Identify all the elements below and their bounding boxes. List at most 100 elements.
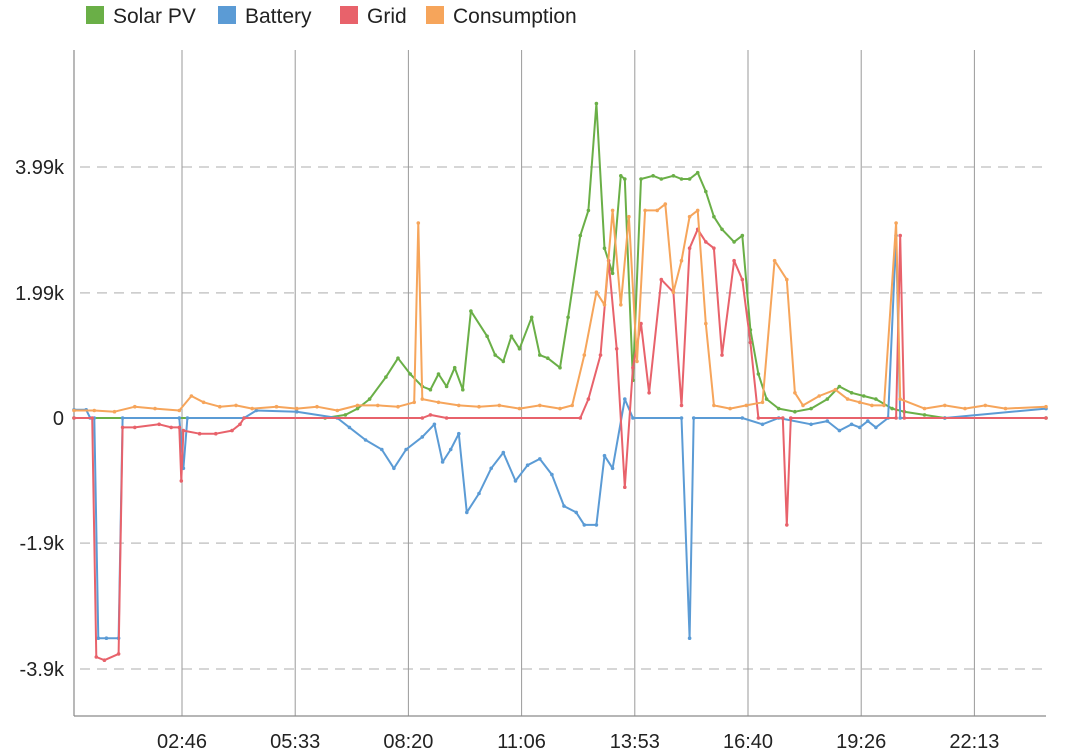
data-point-grid <box>238 422 242 427</box>
data-point-consumption <box>1044 404 1048 409</box>
legend-swatch <box>426 6 444 24</box>
legend-label: Consumption <box>453 5 577 28</box>
data-point-consumption <box>396 404 400 409</box>
legend-item-consumption: Consumption <box>426 5 577 28</box>
data-point-battery <box>465 510 469 515</box>
data-point-consumption <box>635 359 639 364</box>
data-point-consumption <box>728 406 732 411</box>
data-point-battery <box>96 636 101 640</box>
data-point-consumption <box>671 290 676 295</box>
data-point-consumption <box>189 394 194 398</box>
data-point-consumption <box>772 258 777 263</box>
data-point-solar-pv <box>732 240 736 244</box>
data-point-consumption <box>894 221 898 225</box>
data-point-grid <box>94 655 99 659</box>
series-line-grid <box>74 228 1046 662</box>
data-point-grid <box>631 365 635 370</box>
data-point-solar-pv <box>578 233 583 238</box>
data-point-grid <box>586 397 591 401</box>
data-point-grid <box>420 416 425 420</box>
data-point-battery <box>525 463 530 468</box>
data-point-solar-pv <box>825 397 830 401</box>
data-point-consumption <box>72 408 76 413</box>
y-tick-label: 0 <box>53 408 64 430</box>
data-point-consumption <box>963 406 967 411</box>
data-point-battery <box>594 523 599 527</box>
data-point-consumption <box>250 406 254 411</box>
data-point-grid <box>598 353 603 357</box>
data-point-grid <box>214 431 218 436</box>
data-point-solar-pv <box>776 406 781 411</box>
data-point-solar-pv <box>704 189 708 194</box>
data-point-consumption <box>845 397 850 401</box>
data-point-consumption <box>594 290 599 295</box>
data-point-battery <box>404 447 408 452</box>
data-point-solar-pv <box>687 177 692 181</box>
data-point-battery <box>420 435 425 439</box>
data-point-consumption <box>420 397 425 401</box>
data-point-battery <box>477 491 481 496</box>
y-tick-label: 1.99k <box>15 283 65 305</box>
data-point-consumption <box>679 258 684 263</box>
data-point-consumption <box>744 403 749 408</box>
data-point-consumption <box>582 353 587 357</box>
data-point-solar-pv <box>740 233 745 238</box>
data-point-grid <box>197 431 202 436</box>
data-point-consumption <box>760 400 765 405</box>
x-tick-label: 13:53 <box>610 731 660 753</box>
data-point-consumption <box>295 406 299 411</box>
data-point-battery <box>104 636 109 640</box>
data-point-consumption <box>234 403 238 408</box>
data-point-solar-pv <box>509 334 514 339</box>
series-grid <box>72 227 1048 662</box>
data-point-grid <box>704 240 708 244</box>
data-point-solar-pv <box>849 391 854 395</box>
series-line-consumption <box>74 203 1047 413</box>
data-point-consumption <box>833 387 838 392</box>
data-point-consumption <box>643 208 647 213</box>
data-point-consumption <box>943 403 947 408</box>
data-point-battery <box>857 425 862 430</box>
data-point-grid <box>230 428 234 433</box>
data-point-consumption <box>274 404 279 409</box>
data-point-solar-pv <box>651 174 655 178</box>
data-point-solar-pv <box>452 365 457 370</box>
data-point-solar-pv <box>809 406 813 411</box>
y-tick-label: -3.9k <box>20 659 65 681</box>
x-tick-label: 02:46 <box>157 731 207 753</box>
data-point-grid <box>614 347 619 351</box>
data-point-battery <box>837 428 842 433</box>
data-point-consumption <box>218 404 222 409</box>
legend-label: Battery <box>245 5 312 28</box>
data-point-solar-pv <box>756 372 761 376</box>
data-point-battery <box>602 453 607 458</box>
data-point-battery <box>740 416 745 420</box>
chart-legend: Solar PV Battery Grid Consumption <box>86 5 577 28</box>
data-point-solar-pv <box>501 359 506 364</box>
data-point-grid <box>169 425 173 430</box>
data-point-battery <box>562 504 566 508</box>
data-point-solar-pv <box>793 409 797 414</box>
data-point-grid <box>740 277 745 282</box>
data-point-grid <box>902 416 907 420</box>
data-point-battery <box>457 431 461 436</box>
data-point-solar-pv <box>517 347 522 351</box>
data-point-battery <box>849 422 854 427</box>
data-point-consumption <box>627 214 631 219</box>
data-point-consumption <box>610 208 615 213</box>
data-point-solar-pv <box>384 375 388 379</box>
data-point-solar-pv <box>874 397 878 401</box>
data-point-grid <box>428 413 433 417</box>
data-point-battery <box>582 523 587 527</box>
data-point-grid <box>578 416 583 420</box>
data-point-solar-pv <box>529 315 534 320</box>
data-point-consumption <box>870 403 874 408</box>
data-point-grid <box>781 416 785 420</box>
data-point-grid <box>789 416 793 420</box>
data-point-battery <box>574 510 578 515</box>
data-point-solar-pv <box>671 174 676 178</box>
data-point-consumption <box>177 408 182 413</box>
chart-grid <box>80 50 1046 716</box>
data-point-consumption <box>857 400 862 405</box>
